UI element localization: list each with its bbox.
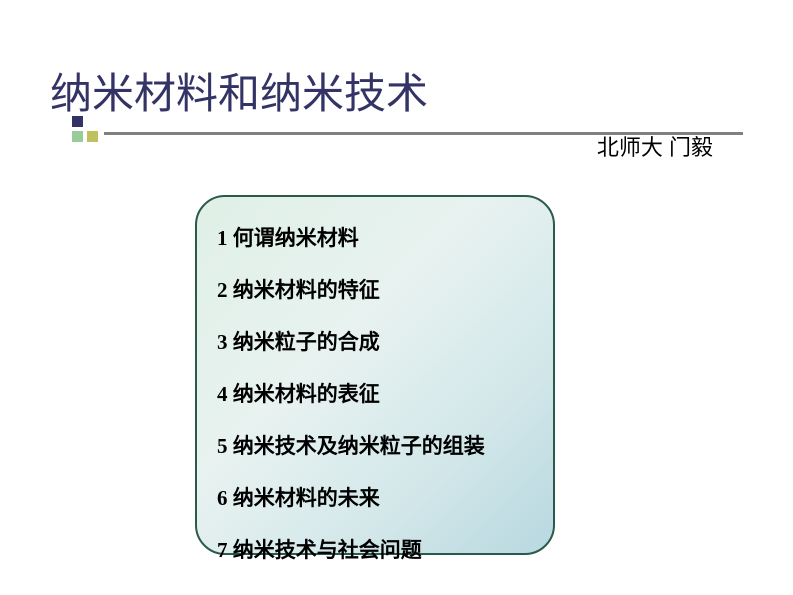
header: 纳米材料和纳米技术 北师大 门毅 [50, 60, 743, 121]
toc-text: 纳米材料的特征 [233, 278, 380, 302]
toc-text: 纳米粒子的合成 [233, 330, 380, 354]
toc-item: 3 纳米粒子的合成 [217, 326, 533, 356]
decor-square-icon [72, 131, 83, 142]
toc-item: 1 何谓纳米材料 [217, 222, 533, 252]
toc-item: 5 纳米技术及纳米粒子的组装 [217, 430, 533, 460]
toc-box: 1 何谓纳米材料 2 纳米材料的特征 3 纳米粒子的合成 4 纳米材料的表征 5… [195, 195, 555, 555]
toc-item: 6 纳米材料的未来 [217, 482, 533, 512]
toc-text: 纳米材料的表征 [233, 382, 380, 406]
divider-line [104, 132, 743, 135]
toc-item: 7 纳米技术与社会问题 [217, 534, 533, 564]
toc-text: 何谓纳米材料 [233, 226, 359, 250]
toc-num: 1 [217, 226, 228, 250]
toc-num: 6 [217, 486, 228, 510]
decor-square-icon [87, 131, 98, 142]
toc-text: 纳米技术与社会问题 [233, 538, 422, 562]
toc-num: 4 [217, 382, 228, 406]
toc-item: 2 纳米材料的特征 [217, 274, 533, 304]
slide-title: 纳米材料和纳米技术 [50, 60, 743, 121]
toc-text: 纳米技术及纳米粒子的组装 [233, 434, 485, 458]
toc-num: 3 [217, 330, 228, 354]
toc-num: 2 [217, 278, 228, 302]
toc-num: 5 [217, 434, 228, 458]
toc-num: 7 [217, 538, 228, 562]
toc-item: 4 纳米材料的表征 [217, 378, 533, 408]
toc-text: 纳米材料的未来 [233, 486, 380, 510]
decor-square-icon [72, 116, 83, 127]
